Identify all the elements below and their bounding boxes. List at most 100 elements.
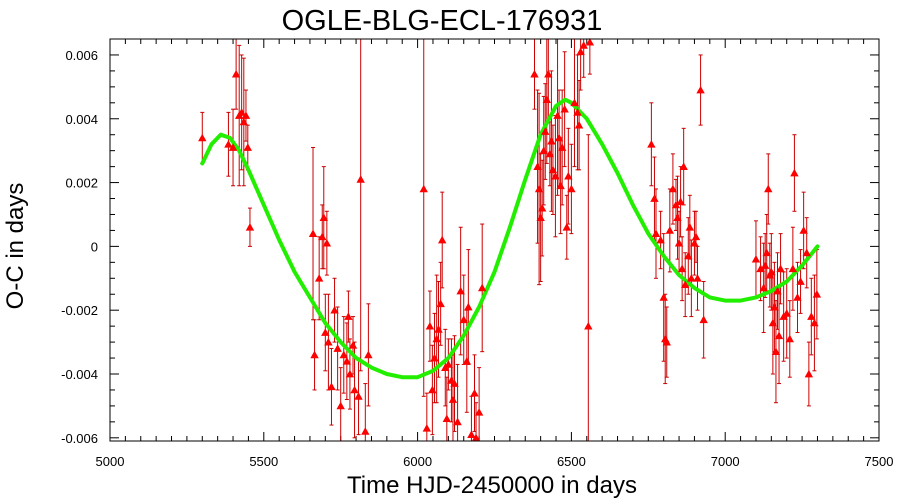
data-point — [464, 302, 473, 311]
data-point — [548, 165, 558, 174]
data-point — [545, 149, 555, 158]
data-point — [696, 85, 705, 94]
data-point — [430, 353, 439, 362]
data-point — [321, 328, 330, 336]
data-point — [553, 111, 562, 119]
data-point — [428, 385, 437, 394]
x-tick-label: 6500 — [557, 454, 586, 469]
data-point — [699, 315, 708, 324]
data-point — [762, 248, 771, 257]
x-tick-label: 5000 — [96, 454, 125, 469]
data-point — [760, 261, 770, 269]
data-point — [576, 47, 585, 56]
data-point — [674, 238, 684, 247]
data-point — [434, 325, 443, 333]
data-point — [530, 69, 539, 78]
data-point — [782, 309, 791, 317]
data-point — [771, 347, 781, 356]
data-point — [790, 168, 799, 177]
data-point — [348, 341, 358, 349]
y-tick-label: -0.004 — [61, 367, 98, 382]
data-point — [438, 235, 447, 244]
data-point — [651, 229, 661, 237]
data-point — [354, 392, 363, 400]
y-tick-label: 0.004 — [65, 112, 98, 127]
data-point — [690, 238, 699, 247]
x-tick-label: 7000 — [711, 454, 740, 469]
y-tick-label: 0.002 — [65, 176, 98, 191]
x-axis-label: Time HJD-2450000 in days — [347, 472, 637, 499]
data-point — [462, 357, 472, 365]
data-point — [560, 104, 569, 113]
data-point — [556, 181, 565, 190]
data-point — [751, 254, 761, 263]
data-point — [659, 293, 668, 301]
data-point — [241, 111, 251, 119]
data-point — [231, 69, 241, 78]
data-point — [361, 427, 370, 435]
data-point — [650, 194, 659, 202]
data-point — [812, 290, 822, 298]
data-point — [224, 140, 233, 148]
data-point — [542, 95, 551, 103]
data-point — [662, 337, 671, 346]
data-point — [796, 277, 805, 285]
data-point — [547, 136, 556, 145]
data-point — [336, 401, 345, 410]
data-point — [537, 203, 547, 212]
data-point — [471, 433, 481, 442]
data-point — [541, 127, 550, 135]
data-point — [776, 264, 785, 273]
data-point — [239, 117, 249, 126]
data-point — [308, 229, 318, 237]
data-point — [804, 369, 814, 378]
data-point — [551, 171, 560, 180]
data-point — [756, 264, 765, 273]
data-point — [536, 213, 545, 222]
data-point — [318, 232, 327, 241]
data-point — [810, 318, 819, 327]
data-point — [350, 385, 359, 394]
data-point — [585, 37, 595, 46]
x-tick-label: 6000 — [403, 454, 432, 469]
data-point — [799, 226, 808, 234]
data-point — [677, 264, 687, 273]
data-point — [448, 395, 458, 403]
data-point — [245, 223, 255, 231]
data-point — [544, 69, 553, 78]
data-point — [584, 321, 593, 330]
data-point — [442, 414, 452, 423]
data-point — [773, 286, 782, 295]
data-point — [770, 302, 779, 311]
data-point — [774, 331, 784, 340]
data-point — [243, 143, 253, 151]
data-point — [459, 315, 468, 324]
data-point — [422, 424, 432, 432]
data-point — [759, 283, 768, 292]
data-point — [310, 350, 319, 359]
data-point — [474, 408, 484, 416]
data-point — [788, 264, 798, 273]
data-point — [533, 162, 542, 170]
data-point — [356, 175, 365, 183]
y-tick-label: -0.002 — [61, 303, 98, 318]
data-point — [432, 334, 441, 343]
data-point — [562, 223, 571, 231]
data-point — [579, 41, 588, 49]
data-point — [324, 337, 333, 346]
data-point — [767, 267, 776, 276]
data-point — [425, 321, 435, 330]
data-point — [574, 120, 584, 129]
plot-area: 5000 5500 6000 6500 7000 7500 -0.006 -0.004 -0.0… — [61, 37, 894, 469]
data-point — [681, 280, 690, 289]
data-point — [573, 108, 582, 116]
data-point — [436, 299, 445, 308]
data-point — [679, 162, 688, 170]
data-point — [785, 334, 794, 343]
x-tick-label: 7500 — [865, 454, 894, 469]
data-point — [470, 388, 479, 397]
data-point — [665, 226, 675, 234]
data-point — [345, 369, 355, 378]
